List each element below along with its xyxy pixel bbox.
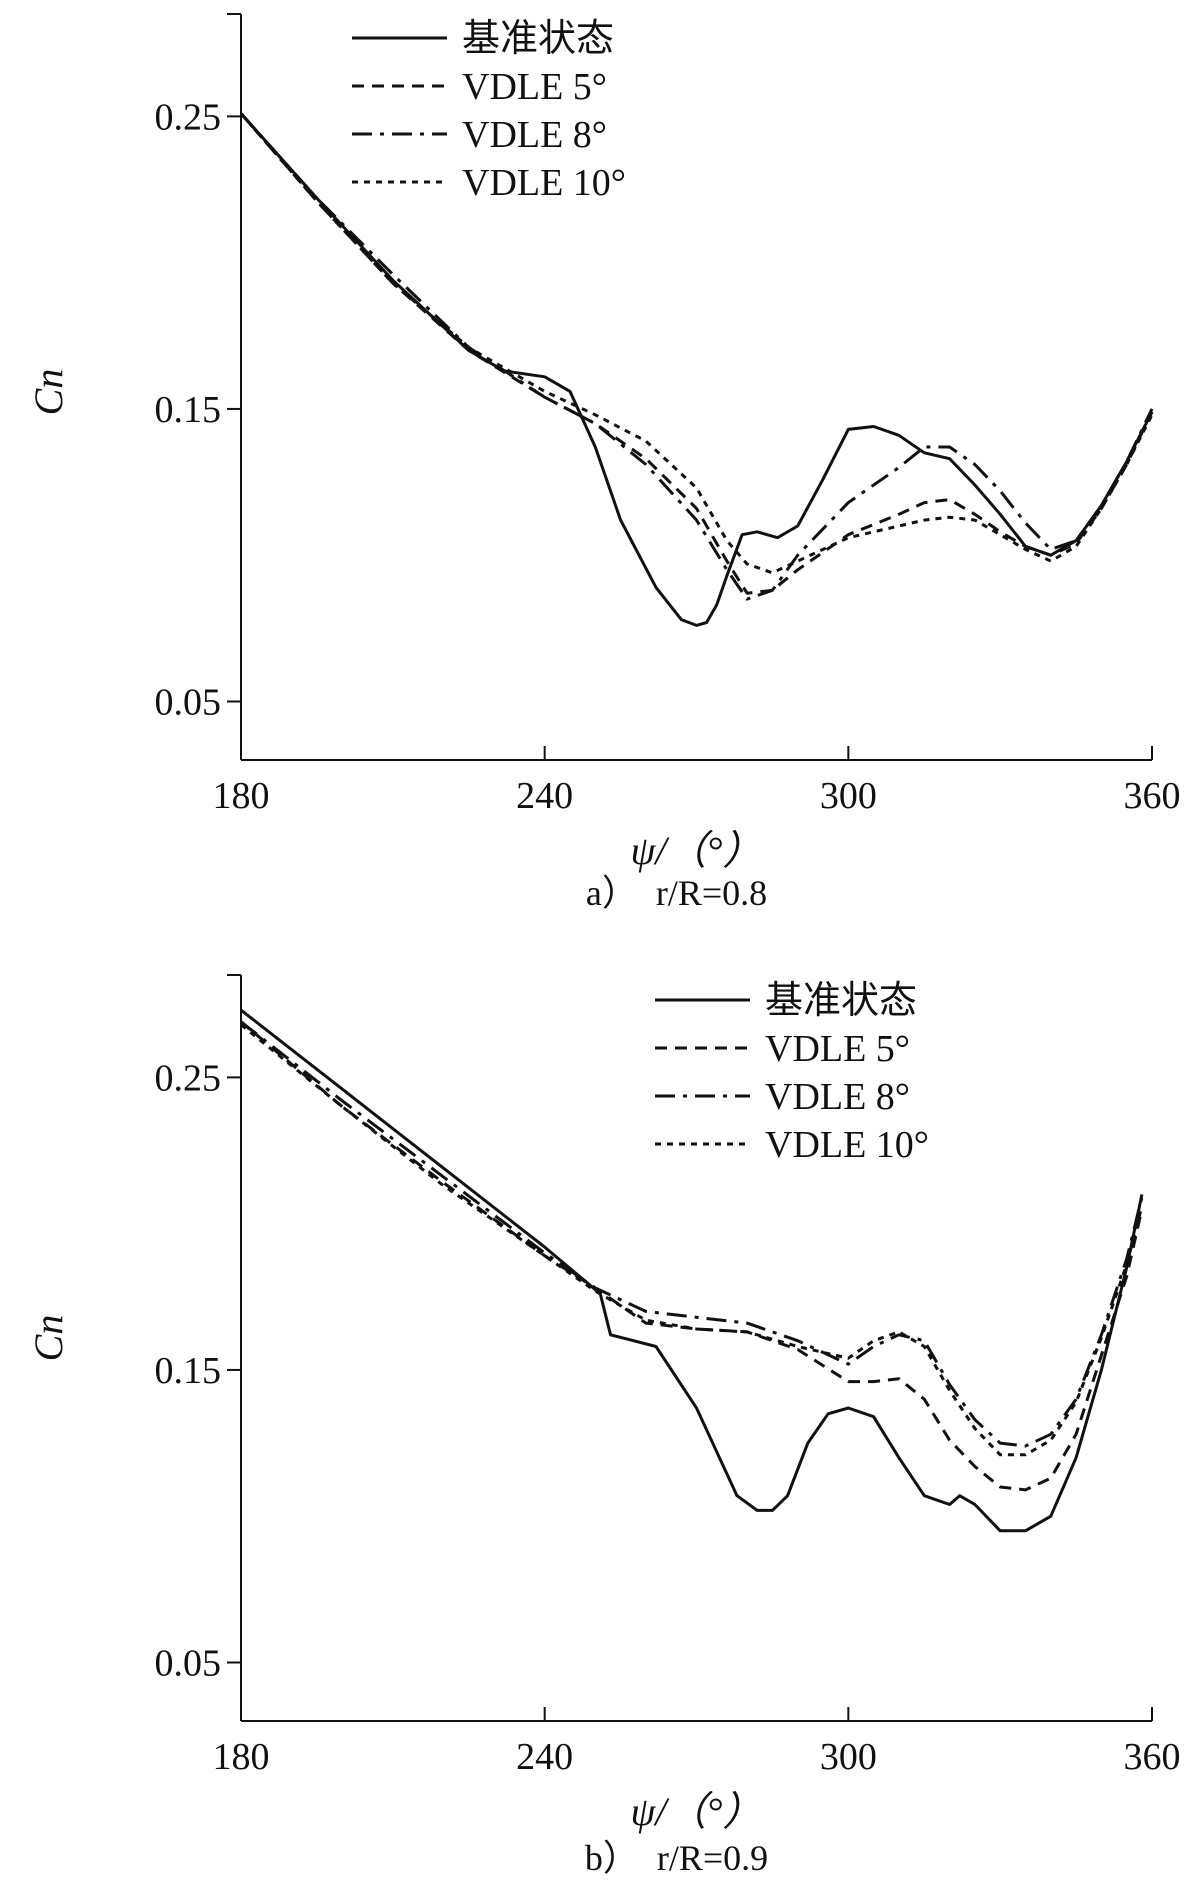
legend-label: VDLE 8° (765, 1076, 910, 1118)
panel-caption: b） r/R=0.9 (585, 1838, 768, 1878)
y-tick-label: 0.25 (155, 96, 222, 138)
y-axis-label: Cn (26, 1315, 71, 1362)
y-tick-label: 0.25 (155, 1057, 222, 1099)
x-tick-label: 240 (516, 775, 573, 817)
legend: 基准状态 VDLE 5° VDLE 8° VDLE 10° (655, 980, 929, 1166)
series-line-3 (239, 112, 1154, 601)
x-tick-label: 180 (213, 775, 270, 817)
series-line-1 (240, 1008, 1144, 1533)
y-axis-label: Cn (26, 369, 71, 416)
series-line-1 (239, 112, 1154, 627)
chart-panel-1: 0.05 0.15 0.25 180 240 300 360 ψ/（°） Cn a） r/R=0.… (26, 13, 1181, 913)
legend: 基准状态 VDLE 5° VDLE 8° VDLE 10° (352, 18, 626, 204)
series-line-4 (240, 1023, 1144, 1457)
x-tick-label: 360 (1124, 775, 1181, 817)
x-tick-label: 300 (820, 775, 877, 817)
y-tick-label: 0.15 (155, 389, 222, 431)
y-tick-label: 0.05 (155, 681, 222, 723)
legend-label: VDLE 8° (462, 114, 607, 156)
legend-label: 基准状态 (462, 18, 614, 60)
legend-label: VDLE 5° (765, 1028, 910, 1070)
panel-caption: a） r/R=0.8 (586, 873, 767, 913)
legend-label: VDLE 10° (462, 162, 626, 204)
y-tick-label: 0.05 (155, 1642, 222, 1684)
chart-panel-2: 0.05 0.15 0.25 180 240 300 360 ψ/（°） Cn b） r/R=0.… (26, 974, 1181, 1878)
x-axis-label: ψ/（°） (631, 1789, 763, 1834)
series-line-4 (239, 112, 1154, 575)
x-tick-label: 180 (213, 1736, 270, 1778)
series-line-3 (240, 1020, 1144, 1448)
x-tick-label: 360 (1124, 1736, 1181, 1778)
series-line-2 (240, 1020, 1144, 1492)
legend-label: VDLE 5° (462, 66, 607, 108)
y-tick-label: 0.15 (155, 1350, 222, 1392)
x-axis-label: ψ/（°） (631, 828, 763, 873)
legend-label: VDLE 10° (765, 1124, 929, 1166)
x-tick-label: 300 (820, 1736, 877, 1778)
x-tick-label: 240 (516, 1736, 573, 1778)
legend-label: 基准状态 (765, 980, 917, 1022)
